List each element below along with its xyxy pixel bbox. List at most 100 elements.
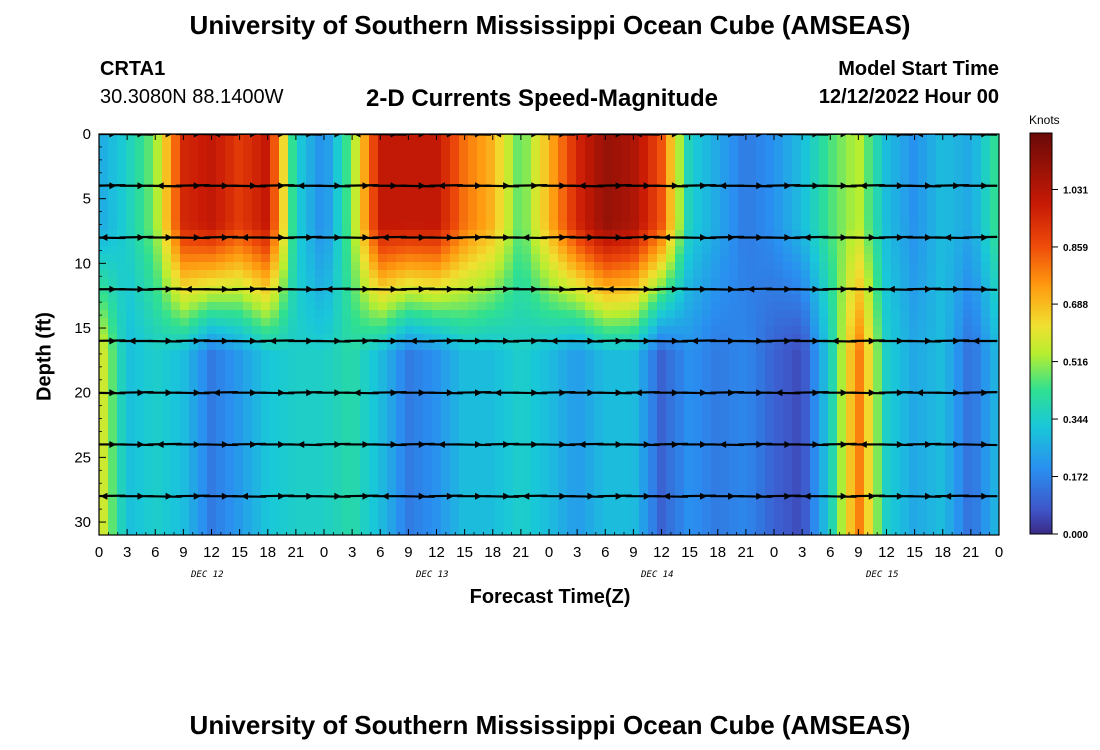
heatmap-cell [234, 310, 244, 319]
heatmap-cell [297, 526, 307, 535]
heatmap-cell [891, 230, 901, 239]
heatmap-cell [513, 166, 523, 175]
heatmap-cell [216, 494, 226, 503]
heatmap-cell [738, 382, 748, 391]
heatmap-cell [459, 342, 469, 351]
heatmap-cell [414, 150, 424, 159]
heatmap-cell [756, 310, 766, 319]
heatmap-cell [666, 206, 676, 215]
heatmap-cell [738, 334, 748, 343]
heatmap-cell [927, 478, 937, 487]
heatmap-cell [675, 350, 685, 359]
heatmap-cell [747, 414, 757, 423]
heatmap-cell [117, 518, 127, 527]
heatmap-cell [333, 214, 343, 223]
heatmap-cell [270, 206, 280, 215]
heatmap-cell [549, 270, 559, 279]
heatmap-cell [954, 166, 964, 175]
heatmap-cell [945, 414, 955, 423]
heatmap-cell [972, 166, 982, 175]
heatmap-cell [666, 486, 676, 495]
heatmap-cell [486, 510, 496, 519]
heatmap-cell [567, 486, 577, 495]
heatmap-cell [144, 366, 154, 375]
heatmap-cell [261, 214, 271, 223]
heatmap-cell [945, 270, 955, 279]
heatmap-cell [171, 310, 181, 319]
heatmap-cell [324, 374, 334, 383]
heatmap-cell [513, 510, 523, 519]
heatmap-cell [756, 302, 766, 311]
heatmap-cell [468, 214, 478, 223]
heatmap-cell [576, 366, 586, 375]
heatmap-cell [333, 222, 343, 231]
heatmap-cell [270, 166, 280, 175]
heatmap-cell [567, 302, 577, 311]
heatmap-cell [252, 270, 262, 279]
heatmap-cell [801, 142, 811, 151]
heatmap-cell [765, 494, 775, 503]
heatmap-cell [468, 398, 478, 407]
heatmap-cell [774, 510, 784, 519]
heatmap-cell [513, 318, 523, 327]
heatmap-cell [117, 486, 127, 495]
heatmap-cell [423, 174, 433, 183]
heatmap-cell [333, 526, 343, 535]
heatmap-cell [927, 430, 937, 439]
heatmap-cell [144, 382, 154, 391]
heatmap-cell [657, 342, 667, 351]
heatmap-cell [693, 494, 703, 503]
heatmap-cell [315, 278, 325, 287]
heatmap-cell [270, 318, 280, 327]
heatmap-cell [225, 366, 235, 375]
heatmap-cell [828, 174, 838, 183]
heatmap-cell [531, 238, 541, 247]
heatmap-cell [468, 518, 478, 527]
heatmap-cell [891, 334, 901, 343]
heatmap-cell [783, 526, 793, 535]
heatmap-cell [252, 206, 262, 215]
heatmap-cell [144, 526, 154, 535]
heatmap-cell [324, 206, 334, 215]
heatmap-cell [369, 510, 379, 519]
heatmap-cell [675, 158, 685, 167]
heatmap-cell [387, 246, 397, 255]
heatmap-cell [468, 446, 478, 455]
heatmap-cell [612, 294, 622, 303]
heatmap-cell [963, 446, 973, 455]
heatmap-cell [693, 502, 703, 511]
heatmap-cell [918, 294, 928, 303]
heatmap-cell [747, 390, 757, 399]
heatmap-cell [909, 430, 919, 439]
heatmap-cell [324, 454, 334, 463]
heatmap-cell [108, 518, 118, 527]
heatmap-cell [243, 334, 253, 343]
heatmap-cell [549, 166, 559, 175]
heatmap-cell [810, 374, 820, 383]
heatmap-cell [468, 406, 478, 415]
heatmap-cell [279, 230, 289, 239]
heatmap-cell [792, 166, 802, 175]
heatmap-cell [729, 190, 739, 199]
heatmap-cell [477, 230, 487, 239]
heatmap-cell [189, 374, 199, 383]
heatmap-cell [378, 478, 388, 487]
heatmap-cell [450, 470, 460, 479]
heatmap-cell [612, 446, 622, 455]
heatmap-cell [297, 158, 307, 167]
heatmap-cell [972, 158, 982, 167]
heatmap-cell [792, 462, 802, 471]
heatmap-cell [423, 262, 433, 271]
heatmap-cell [909, 198, 919, 207]
heatmap-cell [909, 142, 919, 151]
heatmap-cell [891, 206, 901, 215]
heatmap-cell [288, 422, 298, 431]
heatmap-cell [909, 246, 919, 255]
heatmap-cell [972, 262, 982, 271]
heatmap-cell [171, 510, 181, 519]
heatmap-cell [828, 166, 838, 175]
heatmap-cell [477, 238, 487, 247]
heatmap-cell [828, 414, 838, 423]
heatmap-cell [297, 478, 307, 487]
heatmap-cell [135, 198, 145, 207]
